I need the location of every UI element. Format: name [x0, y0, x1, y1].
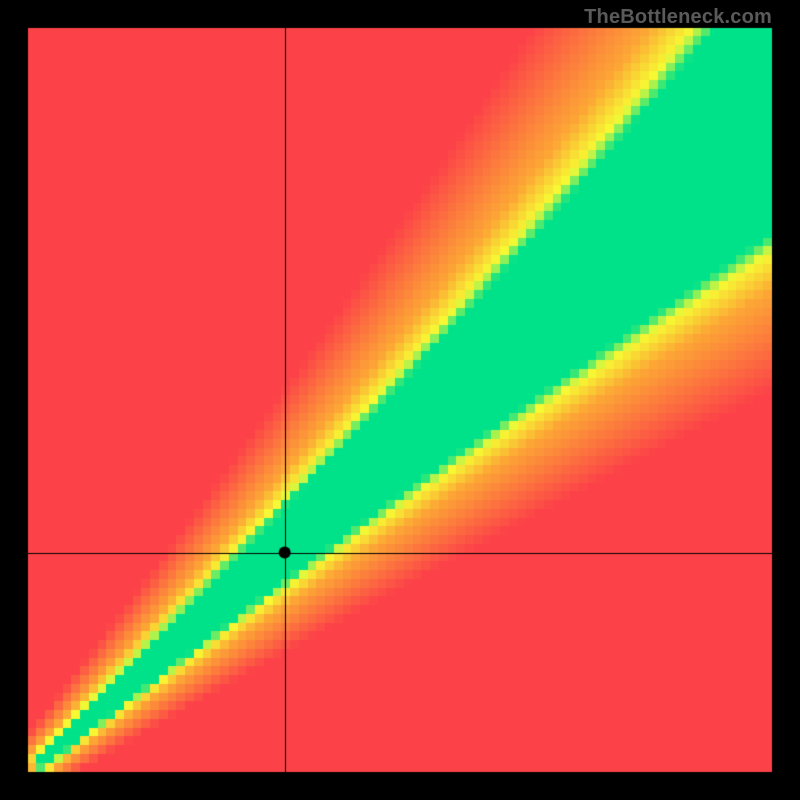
bottleneck-heatmap — [0, 0, 800, 800]
watermark-text: TheBottleneck.com — [584, 6, 772, 29]
